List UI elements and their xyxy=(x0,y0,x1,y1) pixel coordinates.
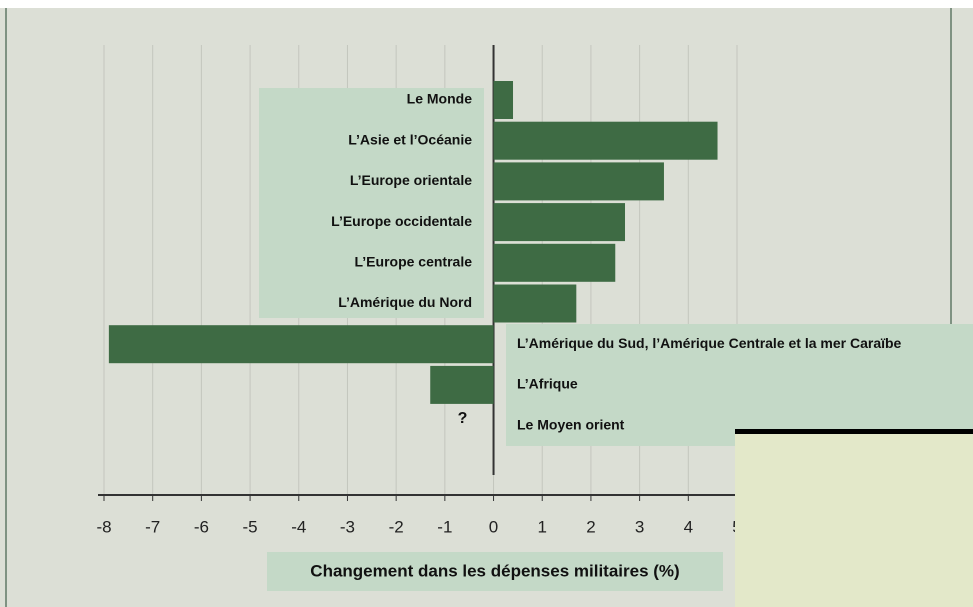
category-label: L’Amérique du Nord xyxy=(338,294,472,310)
x-tick-label: -4 xyxy=(291,517,306,536)
bar xyxy=(493,81,514,119)
x-tick-label: -1 xyxy=(437,517,452,536)
category-label: L’Europe occidentale xyxy=(331,213,472,229)
category-label: L’Asie et l’Océanie xyxy=(348,131,472,147)
bar xyxy=(493,203,626,242)
category-label: Le Moyen orient xyxy=(517,416,625,432)
category-label: L’Amérique du Sud, l’Amérique Centrale e… xyxy=(517,335,902,351)
left-border xyxy=(5,8,7,607)
info-panel-top xyxy=(735,429,973,434)
bar xyxy=(493,243,616,282)
x-tick-label: 4 xyxy=(684,517,693,536)
info-panel xyxy=(735,431,973,607)
right-border xyxy=(950,8,952,428)
x-tick-label: -6 xyxy=(194,517,209,536)
value-label: ? xyxy=(458,410,468,427)
x-axis-title: Changement dans les dépenses militaires … xyxy=(310,561,679,580)
x-tick-label: -2 xyxy=(389,517,404,536)
x-tick-label: 2 xyxy=(586,517,595,536)
x-tick-label: -3 xyxy=(340,517,355,536)
category-label: L’Europe orientale xyxy=(350,172,472,188)
bar xyxy=(493,121,718,160)
bar xyxy=(493,162,664,201)
bar xyxy=(108,325,494,364)
category-label: Le Monde xyxy=(407,91,473,107)
x-tick-label: -5 xyxy=(243,517,258,536)
bar xyxy=(430,365,494,404)
label-panel xyxy=(259,88,484,318)
x-tick-label: 0 xyxy=(489,517,498,536)
category-label: L’Europe centrale xyxy=(355,254,473,270)
axis-title-panel xyxy=(267,552,723,591)
x-tick-label: -7 xyxy=(145,517,160,536)
x-tick-label: 3 xyxy=(635,517,644,536)
category-label: L’Afrique xyxy=(517,376,578,392)
x-tick-label: 1 xyxy=(537,517,546,536)
label-panel xyxy=(506,324,973,446)
x-tick-label: -8 xyxy=(96,517,111,536)
bar xyxy=(493,284,577,323)
